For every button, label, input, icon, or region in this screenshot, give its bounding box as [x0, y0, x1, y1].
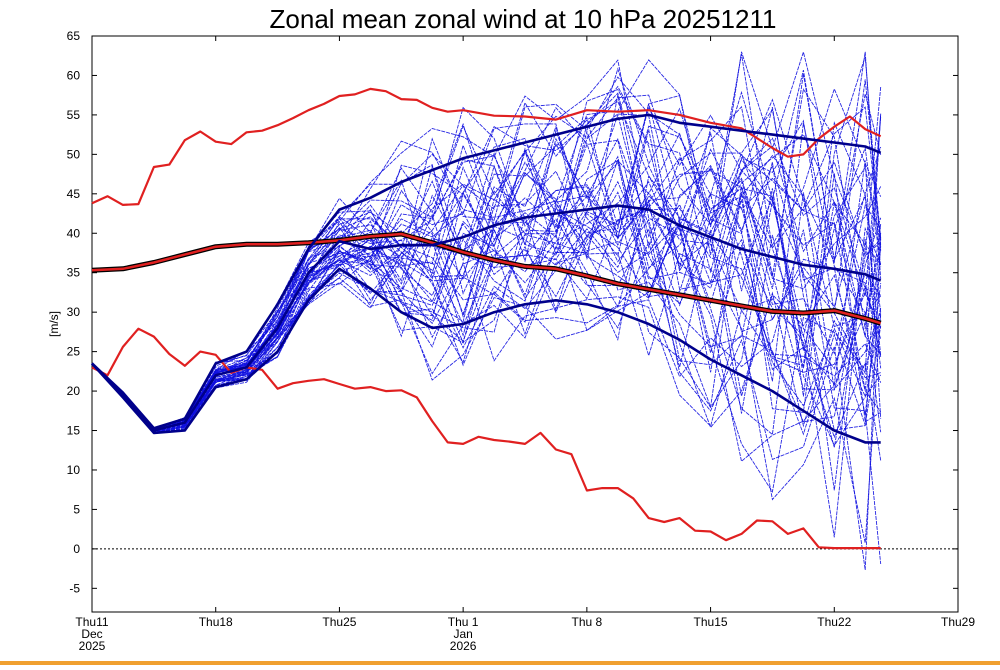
x-tick-label: Dec — [81, 627, 102, 641]
climatology-mean-line — [91, 232, 882, 325]
ensemble-member-line — [91, 87, 882, 429]
ensemble-member-line — [91, 51, 882, 430]
climatology-min-line — [91, 327, 881, 550]
plot-area: 65605550454035302520151050-5Thu11Dec2025… — [67, 29, 976, 653]
ensemble-member-line — [91, 123, 882, 433]
ensemble-member-line — [91, 239, 882, 538]
y-tick-label: 0 — [73, 542, 80, 556]
y-tick-label: 5 — [73, 502, 80, 516]
y-tick-label: 40 — [67, 226, 81, 240]
ensemble-member-line — [91, 229, 882, 565]
y-tick-label: 10 — [67, 463, 81, 477]
x-tick-label: Thu22 — [817, 615, 851, 629]
climatology-max-line — [91, 87, 882, 206]
y-tick-label: 55 — [67, 108, 81, 122]
y-axis-label: [m/s] — [47, 311, 61, 337]
y-tick-label: 50 — [67, 147, 81, 161]
ensemble-member-line — [91, 125, 882, 431]
x-tick-label: Thu15 — [694, 615, 728, 629]
x-tick-label: Thu25 — [322, 615, 356, 629]
ensemble-member-line — [91, 195, 882, 433]
bottom-rule — [0, 661, 1000, 665]
x-tick-label: Jan — [453, 627, 472, 641]
plot-frame — [91, 35, 959, 613]
y-tick-label: 25 — [67, 345, 81, 359]
chart-title: Zonal mean zonal wind at 10 hPa 20251211 — [270, 4, 777, 34]
ensemble-member-line — [91, 194, 882, 494]
y-tick-label: 30 — [67, 305, 81, 319]
x-tick-label: Thu29 — [941, 615, 975, 629]
x-tick-label: 2025 — [79, 639, 106, 653]
ensemble-member-line — [91, 56, 882, 431]
ensemble-member-line — [91, 233, 882, 544]
y-tick-label: 20 — [67, 384, 81, 398]
ensemble-member-line — [91, 207, 882, 433]
ensemble-member-line — [91, 227, 882, 571]
x-tick-label: 2026 — [450, 639, 477, 653]
x-tick-label: Thu 8 — [572, 615, 603, 629]
ensemble-member-line — [91, 155, 882, 461]
y-tick-label: 45 — [67, 187, 81, 201]
ensemble-upper-line — [91, 113, 882, 430]
y-tick-label: 15 — [67, 424, 81, 438]
ensemble-member-line — [91, 180, 882, 463]
ensemble-member-line — [91, 147, 882, 432]
ensemble-member-line — [91, 192, 882, 432]
x-tick-label: Thu11 — [75, 615, 108, 629]
ensemble-mean-line — [91, 204, 882, 432]
x-tick-label: Thu18 — [199, 615, 233, 629]
y-tick-label: -5 — [69, 581, 80, 595]
y-tick-label: 65 — [67, 29, 81, 43]
y-tick-label: 35 — [67, 266, 81, 280]
ensemble-member-line — [91, 59, 882, 430]
ensemble-member-line — [91, 180, 882, 447]
y-tick-label: 60 — [67, 68, 81, 82]
ensemble-member-line — [91, 205, 881, 433]
x-tick-label: Thu 1 — [448, 615, 479, 629]
ensemble-lower-line — [91, 267, 881, 444]
